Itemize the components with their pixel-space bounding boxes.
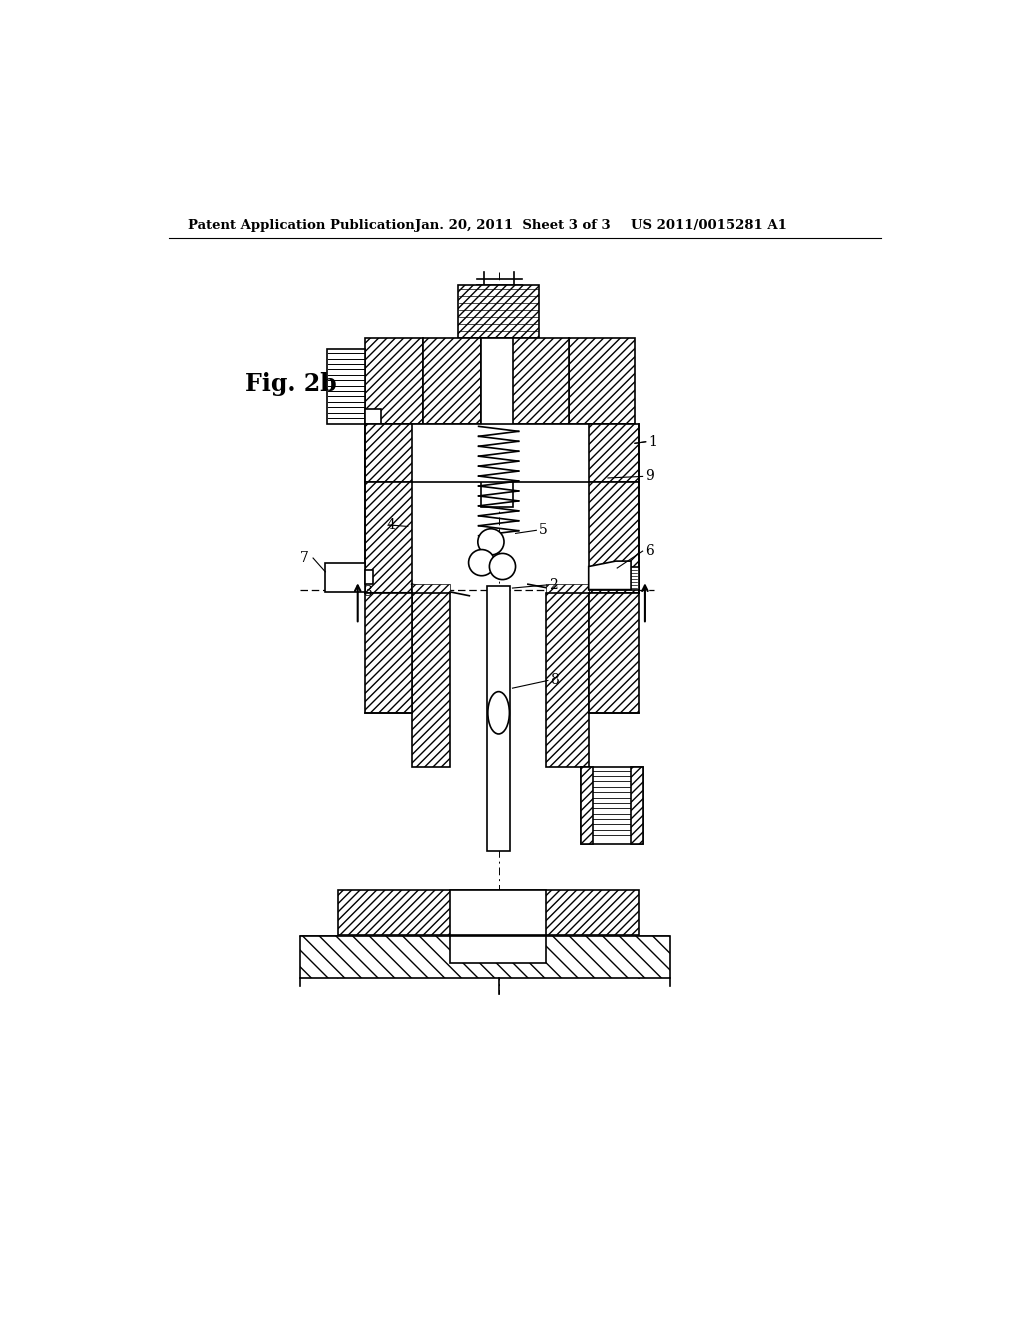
Bar: [412, 585, 451, 594]
Text: US 2011/0015281 A1: US 2011/0015281 A1: [631, 219, 786, 232]
Bar: [366, 570, 373, 585]
Circle shape: [469, 549, 495, 576]
Bar: [581, 767, 643, 843]
Polygon shape: [300, 936, 339, 978]
Text: 8: 8: [550, 673, 559, 688]
Text: 7: 7: [300, 550, 309, 565]
Circle shape: [478, 529, 504, 554]
Bar: [487, 586, 510, 851]
Bar: [366, 482, 412, 594]
Text: 5: 5: [539, 523, 548, 537]
Bar: [481, 338, 513, 507]
Bar: [366, 409, 381, 425]
Ellipse shape: [487, 692, 509, 734]
Bar: [589, 566, 639, 590]
Bar: [326, 562, 366, 591]
Bar: [300, 936, 670, 978]
Bar: [589, 594, 639, 713]
Bar: [423, 338, 481, 424]
Text: Patent Application Publication: Patent Application Publication: [188, 219, 415, 232]
Bar: [451, 890, 547, 935]
Bar: [451, 936, 547, 964]
Bar: [339, 890, 639, 935]
Bar: [547, 585, 589, 594]
Circle shape: [489, 553, 515, 579]
Text: Jan. 20, 2011  Sheet 3 of 3: Jan. 20, 2011 Sheet 3 of 3: [416, 219, 611, 232]
Bar: [512, 338, 569, 424]
Bar: [481, 338, 512, 424]
Text: 6: 6: [645, 544, 653, 558]
Bar: [589, 424, 639, 482]
Text: 1: 1: [648, 434, 656, 449]
Bar: [327, 350, 366, 424]
Bar: [366, 424, 635, 482]
Text: 4: 4: [387, 517, 396, 532]
Polygon shape: [589, 561, 631, 590]
Bar: [366, 424, 412, 482]
Bar: [366, 594, 412, 713]
Text: 2: 2: [549, 578, 557, 591]
Text: Fig. 2b: Fig. 2b: [245, 372, 336, 396]
Bar: [366, 338, 423, 424]
Text: 9: 9: [645, 470, 653, 483]
Bar: [631, 767, 643, 843]
Bar: [547, 594, 589, 767]
Bar: [581, 767, 593, 843]
Bar: [412, 594, 451, 767]
Bar: [569, 338, 635, 424]
Text: 3: 3: [364, 585, 373, 599]
Bar: [589, 482, 639, 594]
Bar: [458, 285, 540, 338]
Polygon shape: [639, 936, 670, 978]
